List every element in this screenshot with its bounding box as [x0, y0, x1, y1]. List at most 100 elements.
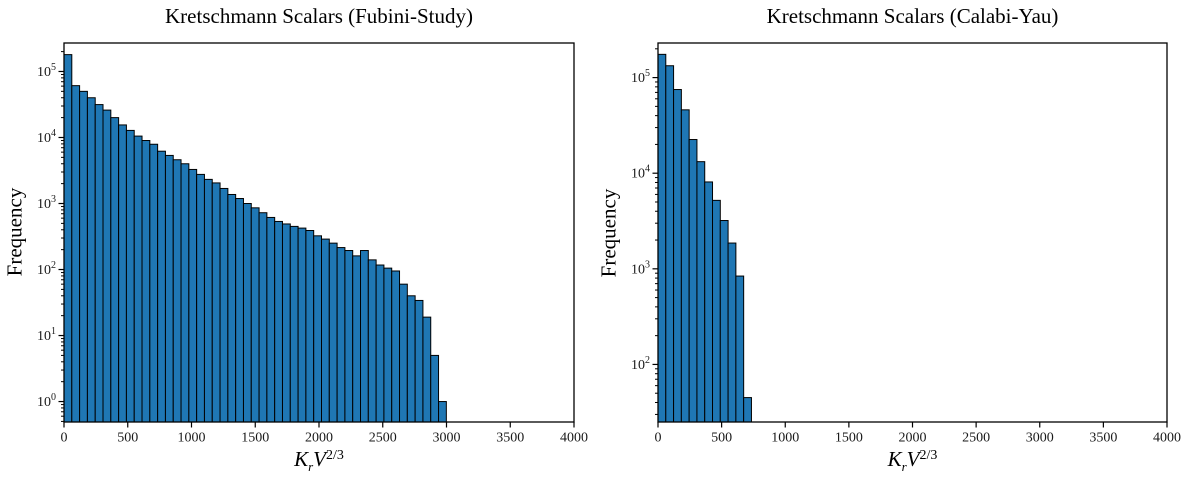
histogram-bar	[242, 203, 252, 423]
histogram-bar	[281, 223, 291, 423]
y-tick-label: 102	[631, 355, 650, 373]
histogram-bar	[125, 129, 135, 423]
histogram-bar	[219, 187, 229, 423]
histogram-bar	[704, 181, 714, 423]
histogram-bar	[665, 65, 675, 423]
histogram-bar	[164, 154, 174, 423]
x-tick-label: 500	[711, 431, 732, 446]
y-axis-label-right: Frequency	[596, 188, 621, 278]
histogram-bar	[696, 161, 706, 423]
histogram-bar	[360, 250, 369, 423]
x-axis-label-left: KrV2/3	[64, 447, 574, 479]
histogram-bar	[188, 168, 198, 423]
y-tick-label: 101	[37, 326, 56, 344]
histogram-bar	[180, 163, 190, 423]
x-tick-label: 1000	[178, 431, 206, 446]
histogram-bar	[227, 193, 237, 423]
histogram-bar	[211, 182, 221, 423]
y-tick-label: 103	[631, 259, 650, 277]
histogram-bar	[71, 85, 81, 423]
histogram-bar	[680, 109, 690, 423]
histogram-bar	[149, 143, 159, 423]
histogram-bar	[172, 159, 182, 423]
y-axis-label-left: Frequency	[2, 187, 27, 277]
histogram-bar	[391, 270, 401, 423]
x-tick-label: 2000	[305, 431, 333, 446]
histogram-bar	[344, 250, 354, 423]
histogram-bar	[719, 220, 729, 423]
plot-title-fubini-study: Kretschmann Scalars (Fubini-Study)	[165, 4, 473, 28]
y-tick-label: 103	[37, 194, 56, 212]
y-tick-label: 105	[631, 68, 650, 86]
histogram-bar	[157, 150, 166, 423]
x-tick-label: 0	[655, 431, 662, 446]
x-tick-label: 4000	[560, 431, 588, 446]
y-tick-label: 100	[37, 392, 56, 410]
xlabel-volume-symbol: V	[313, 447, 326, 471]
histogram-bar	[383, 267, 393, 423]
histogram-bar	[430, 354, 440, 423]
histogram-bar	[422, 316, 432, 423]
x-tick-label: 2500	[962, 431, 990, 446]
axes-plot-0: 0 500 1000 1500 2000 2500 3000 3500 4000 100 101 10…	[37, 42, 588, 446]
histogram-bar	[328, 242, 338, 423]
x-tick-label: 2500	[369, 431, 397, 446]
histogram-bar	[438, 401, 447, 423]
histogram-bar	[102, 109, 112, 423]
plot-title-calabi-yau: Kretschmann Scalars (Calabi-Yau)	[766, 4, 1059, 28]
x-tick-label: 2000	[899, 431, 927, 446]
histogram-bar	[336, 247, 346, 423]
histogram-bar	[673, 89, 682, 423]
histogram-bar	[352, 255, 362, 423]
histogram-bar	[235, 198, 244, 423]
x-tick-label: 3000	[433, 431, 461, 446]
xlabel-subscript: r	[901, 459, 907, 474]
histogram-bar	[141, 140, 151, 423]
x-tick-label: 3500	[496, 431, 524, 446]
histogram-bar	[250, 207, 260, 423]
xlabel-base-symbol: K	[294, 447, 309, 471]
x-tick-label: 3000	[1026, 431, 1054, 446]
xlabel-subscript: r	[308, 459, 314, 474]
y-tick-label: 102	[37, 260, 56, 278]
histogram-bar	[712, 199, 721, 423]
histogram-bar	[688, 139, 698, 423]
y-tick-label: 104	[631, 164, 650, 182]
histogram-bar	[86, 97, 96, 423]
histogram-bar	[79, 90, 88, 423]
histogram-bar	[399, 283, 408, 423]
x-tick-label: 3500	[1089, 431, 1117, 446]
histogram-bar	[321, 238, 330, 423]
x-axis-label-right: KrV2/3	[658, 447, 1167, 479]
x-tick-label: 1500	[835, 431, 863, 446]
histogram-bar	[203, 178, 213, 423]
histogram-bar	[118, 124, 127, 423]
y-tick-label: 105	[37, 62, 56, 80]
histogram-bar	[375, 264, 385, 423]
histogram-bar	[727, 242, 737, 423]
histogram-bar	[133, 135, 143, 423]
x-tick-label: 500	[117, 431, 138, 446]
histogram-bar	[406, 295, 416, 423]
histogram-bar	[297, 227, 307, 423]
histogram-bar	[414, 299, 424, 423]
axes-plot-1: 0 500 1000 1500 2000 2500 3000 3500 4000 102 103 10…	[631, 42, 1181, 446]
x-tick-label: 1500	[241, 431, 269, 446]
x-tick-label: 4000	[1153, 431, 1181, 446]
histogram-bar	[196, 173, 205, 423]
xlabel-base-symbol: K	[887, 447, 902, 471]
histogram-bar	[274, 220, 283, 423]
histogram-bar	[63, 54, 73, 423]
histogram-bar	[367, 259, 377, 423]
y-tick-label: 104	[37, 128, 56, 146]
histogram-bar	[266, 216, 276, 423]
histogram-bar	[743, 397, 752, 423]
x-tick-label: 0	[61, 431, 68, 446]
histogram-bar	[735, 275, 745, 423]
xlabel-volume-symbol: V	[906, 447, 920, 471]
xlabel-exponent: 2/3	[326, 448, 344, 463]
histogram-bar	[305, 230, 315, 423]
histogram-bar	[258, 212, 268, 423]
histogram-bar	[657, 53, 667, 423]
